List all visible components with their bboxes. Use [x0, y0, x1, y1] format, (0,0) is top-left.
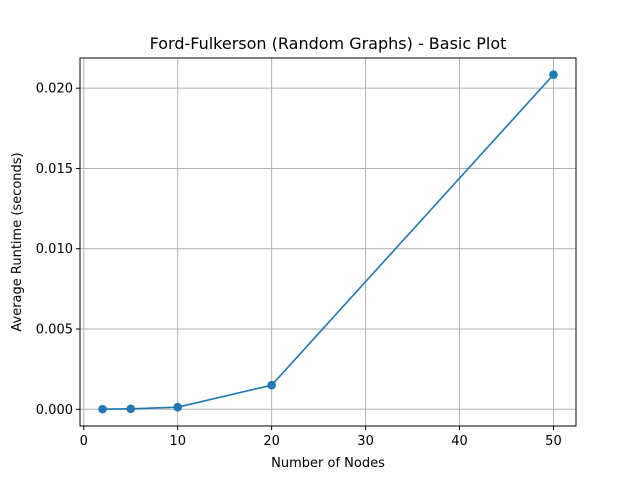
x-tick-label: 0	[80, 434, 88, 449]
grid-lines	[80, 58, 576, 426]
x-tick-label: 30	[357, 434, 374, 449]
data-point	[173, 402, 182, 412]
x-axis-label: Number of Nodes	[271, 456, 385, 471]
data-point	[126, 404, 136, 414]
y-tick-label: 0.020	[36, 82, 73, 97]
data-point	[549, 70, 558, 79]
y-tick-label: 0.010	[36, 242, 73, 257]
x-tick-label: 50	[545, 434, 562, 449]
y-axis-ticks: 0.000 0.005 0.010 0.015 0.020	[36, 82, 80, 418]
y-tick-label: 0.015	[36, 162, 73, 177]
y-tick-label: 0.000	[36, 403, 73, 418]
plot-frame	[79, 57, 577, 427]
data-point	[267, 380, 276, 390]
series-layer	[98, 70, 558, 414]
y-tick-label: 0.005	[36, 323, 73, 338]
x-tick-label: 10	[169, 434, 186, 449]
y-axis-label: Average Runtime (seconds)	[10, 152, 25, 331]
chart-title: Ford-Fulkerson (Random Graphs) - Basic P…	[150, 34, 507, 53]
x-tick-label: 20	[263, 434, 280, 449]
series-line	[102, 74, 555, 410]
x-axis-ticks: 0 10 20 30 40 50	[80, 426, 562, 449]
data-point	[98, 404, 107, 414]
x-tick-label: 40	[451, 434, 468, 449]
